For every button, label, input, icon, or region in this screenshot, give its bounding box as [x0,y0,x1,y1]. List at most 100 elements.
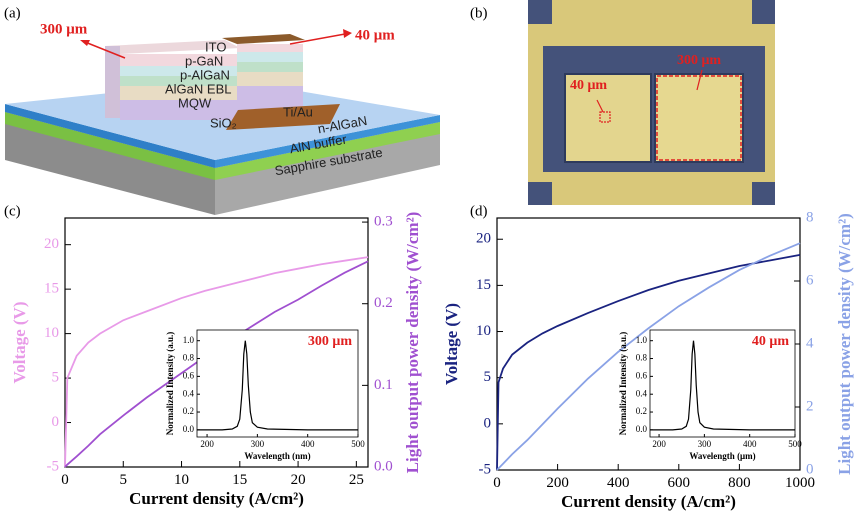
x-tick-label: 0 [493,475,501,491]
layer-palgan [237,62,303,72]
x-axis-label: Current density (A/cm²) [129,489,304,508]
layer-label: SiO₂ [210,115,237,130]
arrowhead [80,40,90,46]
arrow [596,99,604,113]
x-tick-label: 400 [743,439,757,449]
arrow [696,69,703,91]
layer-label: Ti/Au [283,104,313,119]
y-tick-label: 0.8 [636,353,648,363]
panel-label: (b) [470,5,488,21]
y-tick-label: 0.4 [636,388,648,398]
x-tick-label: 5 [120,472,128,488]
series-line [64,256,369,468]
panel-label: (d) [470,203,488,219]
device-small [564,73,652,163]
panel-label: (c) [4,203,21,219]
x-tick-label: 800 [728,475,751,491]
layer-pgan [237,52,303,62]
x-tick-label: 300 [698,439,712,449]
y2-tick-label: 8 [806,209,814,225]
arrow [84,41,126,59]
y-axis-label: Voltage (V) [10,302,29,384]
mesa-side [105,46,120,118]
y-tick-label: 5 [484,369,492,385]
x-tick-label: 500 [351,439,365,449]
y-tick-label: 20 [476,231,491,247]
x-axis-label: Current density (A/cm²) [561,492,736,511]
layer-label: AlGaN EBL [165,81,231,96]
y-tick-label: 0 [484,415,492,431]
size-label: 300 μm [677,53,721,68]
outline-40 [599,111,611,123]
annotation: 300 μm [308,334,352,349]
x-tick-label: 10 [174,472,189,488]
layer-label: ITO [205,39,226,54]
size-label: 40 μm [570,78,607,93]
series-line [496,242,801,471]
y-tick-label: 10 [476,323,491,339]
series-line [64,260,369,468]
layer-mqw [120,100,238,120]
y-tick-label: 20 [44,236,59,252]
layer-pgan [120,66,238,76]
y-tick-label: 0.0 [636,424,648,434]
nalgan-left [5,104,215,168]
layer-ebl [237,72,303,86]
y2-axis-label: Light output power density (W/cm²) [835,213,854,475]
y-tick-label: 0.6 [636,370,648,380]
y-tick-label: -5 [479,461,492,477]
x-tick-label: 300 [251,439,265,449]
buffer-left [5,112,215,180]
size-label: 300 μm [40,21,88,37]
arrow [289,33,346,45]
x-tick-label: 400 [607,475,630,491]
y-tick-label: 15 [476,277,491,293]
x-tick-label: 1000 [785,475,815,491]
y-tick-label: 0.0 [183,424,195,434]
y-tick-label: 0.6 [183,370,195,380]
y-tick-label: 10 [44,325,59,341]
y2-tick-label: 6 [806,272,814,288]
layer-mqw [237,86,303,110]
y2-tick-label: 0.3 [374,214,393,230]
device-large [654,73,744,163]
mesa-top [105,40,240,54]
y2-tick-label: 2 [806,398,814,414]
y-tick-label: 1.0 [636,335,648,345]
y2-tick-label: 0.0 [374,458,393,474]
series-line [496,254,801,471]
layer-ito [120,54,238,66]
y-axis-label: Normalized Intensity (a.u.) [165,332,175,436]
layer-palgan [120,76,238,86]
x-tick-label: 200 [200,439,214,449]
outline-300 [656,75,742,161]
x-tick-label: 200 [652,439,666,449]
y-tick-label: 5 [52,370,60,386]
y-tick-label: 0.8 [183,353,195,363]
annotation: 40 μm [752,334,789,349]
y-tick-label: 0.2 [183,406,194,416]
corner-pad [752,182,775,205]
x-tick-label: 0 [61,472,69,488]
y-tick-label: -5 [47,458,60,474]
y-tick-label: 1.0 [183,335,195,345]
nalgan-right [215,115,440,168]
y-axis-label: Normalized Intensity (a.u.) [618,332,628,436]
x-tick-label: 15 [232,472,247,488]
size-label: 40 μm [355,27,395,43]
x-axis-label: Wavelength (μm) [689,451,755,461]
x-tick-label: 20 [291,472,306,488]
x-tick-label: 400 [301,439,315,449]
mesa-contact [222,34,305,44]
y-tick-label: 15 [44,281,59,297]
x-tick-label: 200 [546,475,569,491]
layer-ito [237,44,303,52]
arrowhead [343,29,352,38]
schematic: ITO p-GaN p-AlGaN AlGaN EBL MQW SiO₂ Ti/… [5,21,440,215]
y2-tick-label: 0.1 [374,377,393,393]
y2-tick-label: 0.2 [374,295,393,311]
series-line [197,340,358,431]
x-tick-label: 600 [668,475,691,491]
electrode [226,104,340,130]
